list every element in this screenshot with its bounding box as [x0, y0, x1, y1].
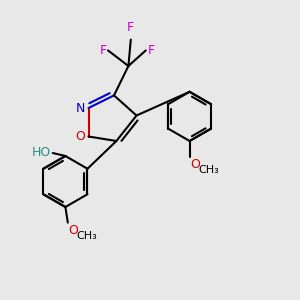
Text: O: O [75, 130, 85, 143]
Text: O: O [190, 158, 200, 171]
Text: N: N [76, 101, 85, 115]
Text: HO: HO [32, 146, 51, 160]
Text: F: F [127, 21, 134, 34]
Text: CH₃: CH₃ [76, 231, 97, 241]
Text: F: F [147, 44, 155, 57]
Text: F: F [99, 44, 106, 57]
Text: O: O [69, 224, 79, 237]
Text: CH₃: CH₃ [198, 165, 219, 175]
